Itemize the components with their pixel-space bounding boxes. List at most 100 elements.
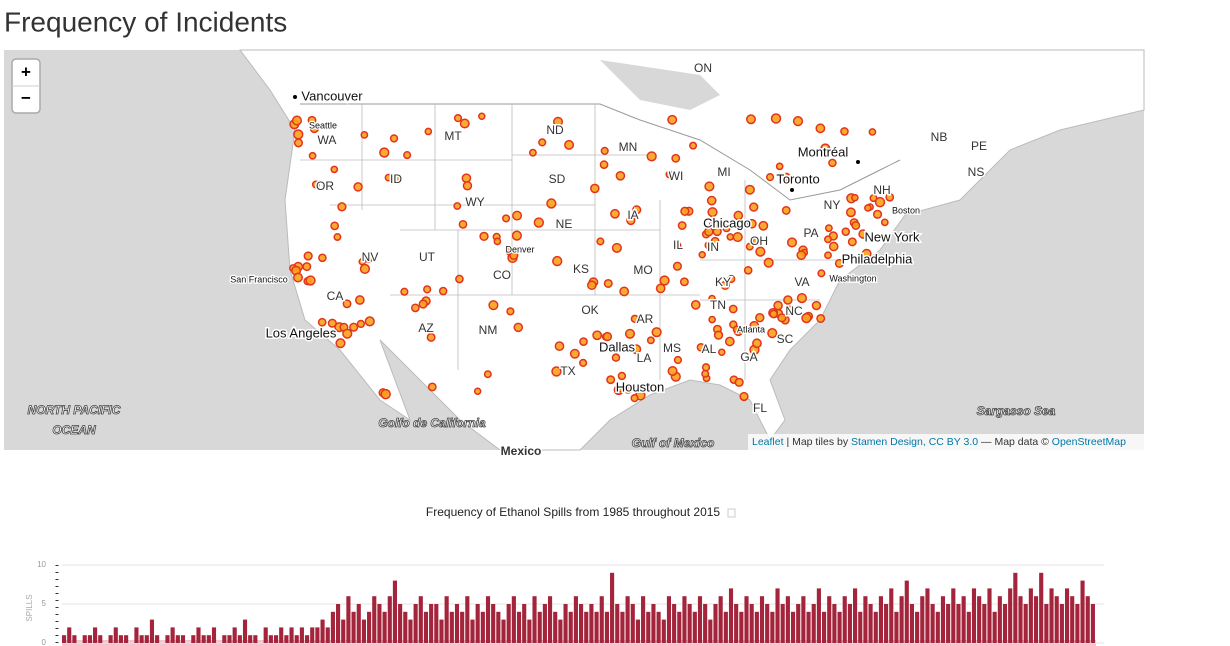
incident-dot <box>749 202 759 212</box>
y-axis-label: SPILLS <box>25 594 34 621</box>
map-label: TN <box>710 298 726 312</box>
incident-dot <box>824 235 832 244</box>
incident-dot <box>677 221 687 230</box>
incident-dot <box>337 202 347 212</box>
incident-dot <box>816 313 826 323</box>
bar <box>615 604 620 643</box>
bar <box>770 611 775 643</box>
incident-dot <box>847 237 857 247</box>
incident-dot <box>617 385 626 393</box>
bar <box>573 596 578 643</box>
incident-dot <box>704 181 715 192</box>
bar <box>232 627 237 643</box>
attribution-link[interactable]: Stamen Design <box>851 436 923 448</box>
incident-dot <box>701 363 711 372</box>
incident-dot <box>851 193 859 202</box>
bar <box>413 604 418 643</box>
incident-dot <box>659 275 670 286</box>
bar <box>1002 604 1008 643</box>
map-label: Atlanta <box>737 324 765 334</box>
incident-dot <box>426 332 436 342</box>
incident-dot <box>739 391 749 402</box>
bar <box>284 635 289 643</box>
incident-dot <box>632 205 642 215</box>
incident-dot <box>673 355 683 365</box>
bar <box>728 588 734 643</box>
incident-dot <box>379 147 390 158</box>
incident-dot <box>619 286 630 297</box>
incident-dot <box>349 322 359 332</box>
map-label: IN <box>707 240 719 254</box>
map-label: CO <box>493 268 511 282</box>
incident-dot <box>509 250 519 260</box>
attribution-link[interactable]: CC BY 3.0 <box>929 436 979 448</box>
map-label: Washington <box>829 273 876 283</box>
zoom-in-button[interactable]: + <box>21 62 31 81</box>
zoom-out-button[interactable]: − <box>21 88 31 107</box>
incident-dot <box>603 278 613 288</box>
bar <box>403 611 408 643</box>
incident-dot <box>781 205 791 215</box>
bar <box>1044 604 1049 643</box>
map-border <box>300 103 901 201</box>
bar <box>935 611 940 643</box>
incident-dot <box>453 114 463 123</box>
incident-dot <box>600 146 609 155</box>
bar <box>377 604 382 643</box>
map-label: WI <box>669 169 684 183</box>
bar <box>170 627 175 643</box>
incident-dot <box>564 139 575 150</box>
map[interactable]: Vancouver ON MT ND Seattle WA MN Montréa… <box>4 49 1145 460</box>
incident-dot <box>728 304 738 314</box>
incident-dot <box>718 348 726 356</box>
incident-dot <box>745 114 756 125</box>
bar <box>754 611 759 643</box>
map-label: NH <box>873 183 890 197</box>
bar <box>806 611 811 643</box>
incident-dot <box>824 251 832 260</box>
incident-dot <box>796 250 807 261</box>
map-label: SD <box>549 172 566 186</box>
incident-dot <box>679 277 689 287</box>
bar <box>884 604 889 643</box>
incident-dot <box>689 141 698 150</box>
map-label: NV <box>362 250 379 264</box>
incident-dot <box>732 231 743 243</box>
bar <box>579 604 584 643</box>
attribution-link[interactable]: OpenStreetMap <box>1052 436 1126 448</box>
attribution-link[interactable]: Leaflet <box>752 436 784 448</box>
chart: Frequency of Ethanol Spills from 1985 th… <box>25 505 1104 646</box>
incident-dot <box>599 160 609 170</box>
incident-dot <box>488 300 499 311</box>
incident-dot <box>665 170 674 179</box>
incident-dot <box>815 123 826 134</box>
incident-dot <box>824 224 833 233</box>
incident-dot <box>554 341 565 352</box>
incident-dot <box>770 113 782 124</box>
incident-dot <box>734 377 744 387</box>
map-label: Los Angeles <box>266 325 337 340</box>
incident-dot <box>708 294 716 303</box>
incident-dot <box>538 138 547 147</box>
bar <box>713 604 718 643</box>
bar <box>1090 604 1095 643</box>
incident-dot <box>389 134 399 143</box>
incident-dot <box>864 204 872 212</box>
incident-dot <box>309 123 320 134</box>
bar <box>951 588 956 643</box>
bar <box>847 604 852 643</box>
map-label: OK <box>581 303 598 317</box>
incident-dot <box>479 231 489 242</box>
page-title: Frequency of Incidents <box>4 6 287 37</box>
incident-dot <box>773 300 783 311</box>
map-label: OR <box>316 179 334 193</box>
map-label: IL <box>673 238 683 252</box>
incident-dot <box>293 129 304 140</box>
map-label: Philadelphia <box>842 251 914 266</box>
bar <box>930 604 935 643</box>
bar <box>429 604 434 643</box>
bar <box>946 604 951 643</box>
incident-dot <box>874 196 886 208</box>
bar <box>351 611 356 643</box>
incident-dot <box>579 358 588 367</box>
